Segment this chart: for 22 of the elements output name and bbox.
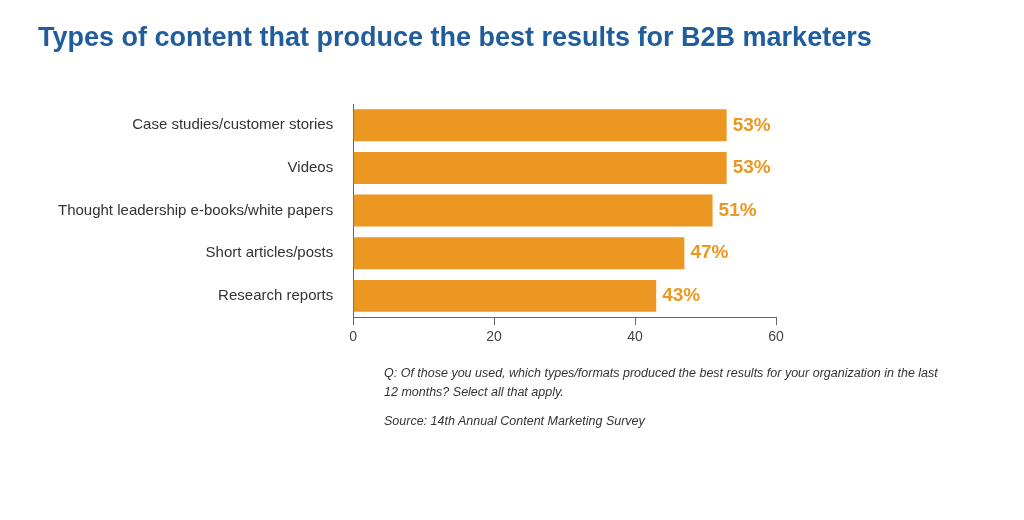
bar (353, 279, 657, 312)
data-label: 53% (732, 156, 771, 178)
bar (353, 194, 713, 227)
y-tick-label: Research reports (218, 286, 334, 304)
chart-title: Types of content that produce the best results for B2B marketers (38, 22, 873, 53)
x-tick-label: 40 (627, 328, 644, 345)
data-label: 51% (718, 198, 757, 220)
text: Q: Of those you used, which types/formats produced the best results for your organization in the last 12 months? Select all that apply. (384, 365, 939, 401)
x-tick-label: 60 (768, 328, 784, 345)
y-tick-label: Short articles/posts (205, 243, 334, 261)
y-tick-label: Thought leadership e-books/white papers (58, 200, 334, 218)
source-note: Source: 14th Annual Content Marketing Survey (384, 413, 646, 430)
x-tick-label: 20 (486, 328, 503, 345)
y-tick-label: Case studies/customer stories (132, 115, 334, 133)
bar (353, 237, 685, 270)
bar (353, 151, 727, 184)
y-tick-label: Videos (287, 158, 334, 176)
data-label: 53% (732, 113, 771, 135)
x-tick-label: 0 (349, 328, 358, 345)
data-label: 47% (690, 241, 729, 263)
data-label: 43% (662, 284, 701, 306)
bar (353, 109, 727, 142)
